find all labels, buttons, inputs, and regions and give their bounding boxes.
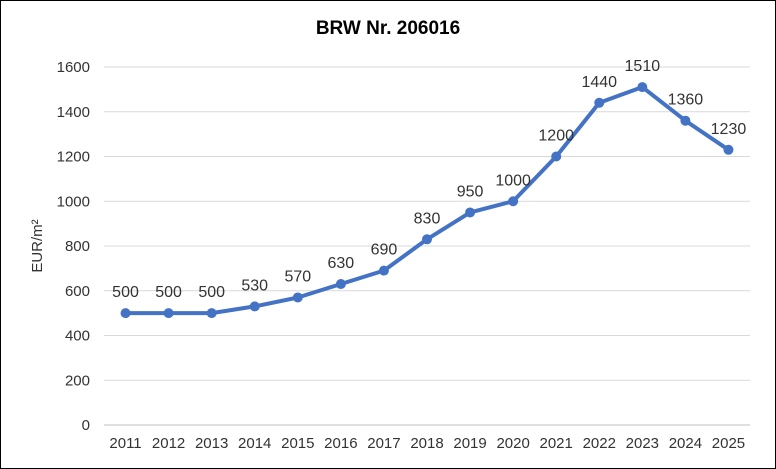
chart-title: BRW Nr. 206016: [315, 18, 461, 39]
data-point: [680, 115, 691, 126]
x-tick-label: 2024: [669, 435, 702, 452]
data-point: [551, 151, 562, 162]
series: [120, 82, 734, 319]
data-label: 1440: [581, 74, 617, 91]
x-tick-label: 2018: [410, 435, 443, 452]
x-tick-label: 2017: [367, 435, 400, 452]
x-tick-label: 2019: [453, 435, 486, 452]
x-axis-ticks: 2011 2012 2013 2014 2015 2016 2017 2018 2019 2020…: [109, 435, 745, 452]
y-tick-label: 200: [65, 372, 90, 389]
x-tick-label: 2014: [238, 435, 271, 452]
data-point: [206, 308, 217, 319]
data-point: [292, 292, 303, 303]
data-point: [508, 196, 519, 207]
y-tick-label: 1000: [57, 193, 90, 210]
x-tick-label: 2022: [583, 435, 616, 452]
y-tick-label: 800: [65, 238, 90, 255]
y-tick-label: 0: [82, 417, 90, 434]
data-label: 1200: [538, 128, 574, 145]
data-point: [163, 308, 174, 319]
data-point: [335, 279, 346, 290]
data-label: 1000: [495, 172, 531, 189]
data-label: 1360: [668, 92, 704, 109]
x-tick-label: 2025: [712, 435, 745, 452]
data-point: [249, 301, 260, 312]
gridlines: [104, 66, 750, 426]
data-label: 1230: [711, 121, 747, 138]
data-label: 570: [284, 268, 311, 285]
data-label: 500: [198, 284, 225, 301]
y-tick-label: 1400: [57, 104, 90, 121]
x-tick-label: 2023: [626, 435, 659, 452]
data-point: [637, 82, 648, 93]
x-tick-label: 2012: [152, 435, 185, 452]
x-tick-label: 2015: [281, 435, 314, 452]
data-label: 500: [112, 284, 139, 301]
data-label: 1510: [625, 58, 661, 75]
data-point: [120, 308, 131, 319]
x-tick-label: 2011: [109, 435, 141, 452]
x-tick-label: 2013: [195, 435, 228, 452]
data-label: 830: [414, 210, 441, 227]
y-tick-label: 600: [65, 283, 90, 300]
x-tick-label: 2020: [496, 435, 529, 452]
y-tick-label: 1200: [57, 149, 90, 166]
data-label: 630: [328, 255, 355, 272]
data-label: 530: [241, 277, 268, 294]
data-label: 690: [371, 242, 398, 259]
data-point: [378, 265, 389, 276]
data-label: 500: [155, 284, 182, 301]
y-tick-label: 1600: [57, 59, 90, 76]
series-line: [123, 85, 731, 316]
y-axis-label: EUR/m²: [29, 219, 46, 272]
x-tick-label: 2021: [540, 435, 573, 452]
data-labels: 500 500 500 530 570 630 690 830 950 1000 1200 1440 1…: [112, 58, 746, 301]
data-point: [723, 144, 734, 155]
y-tick-label: 400: [65, 328, 90, 345]
x-tick-label: 2016: [324, 435, 357, 452]
data-label: 950: [457, 183, 484, 200]
data-point: [422, 234, 432, 245]
data-point: [465, 207, 476, 218]
y-axis-ticks: 0 200 400 600 800 1000 1200 1400 1600: [57, 59, 90, 434]
data-point: [594, 97, 605, 108]
